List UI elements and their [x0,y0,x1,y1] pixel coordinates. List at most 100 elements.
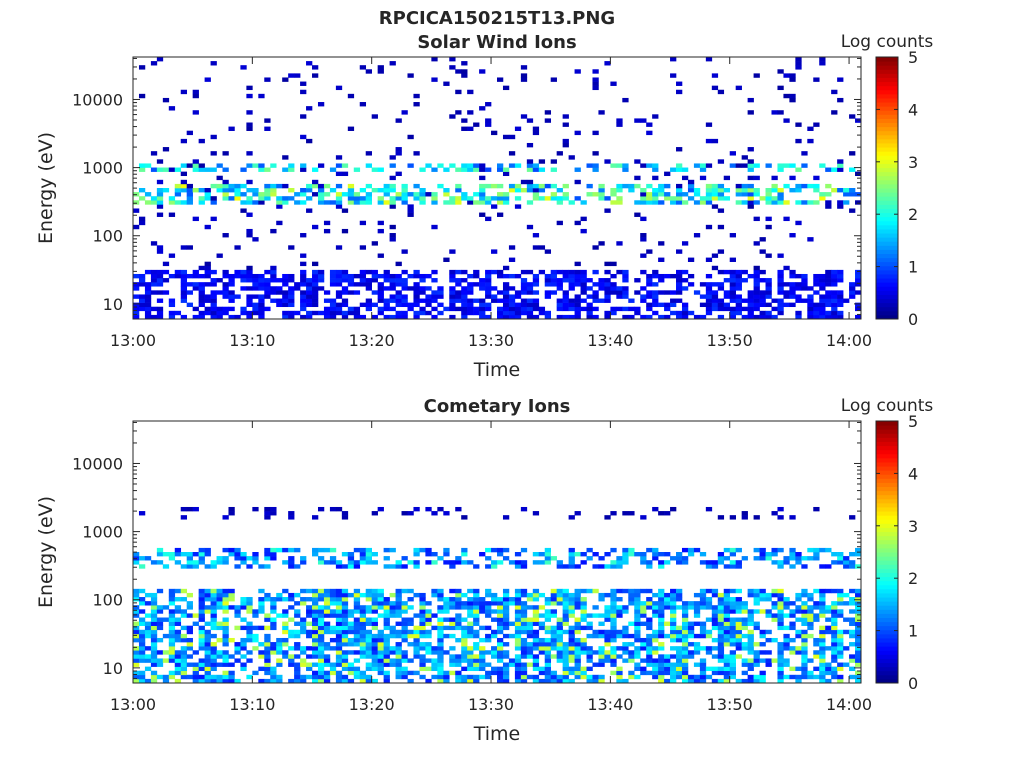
spectrogram-cell [353,637,361,643]
spectrogram-cell [341,278,349,283]
spectrogram-cell [389,183,396,189]
spectrogram-cell [765,613,772,618]
spectrogram-cell [783,265,790,271]
spectrogram-cell [210,134,217,140]
spectrogram-cell [634,601,641,606]
spectrogram-cell [377,629,384,635]
spectrogram-cell [383,564,390,569]
spectrogram-cell [783,302,790,308]
colorbar-segment [876,580,898,586]
spectrogram-cell [622,678,629,684]
spectrogram-cell [264,118,271,123]
spectrogram-cell [681,666,689,672]
spectrogram-cell [288,605,295,610]
spectrogram-cell [258,298,265,303]
spectrogram-cell [652,662,659,667]
spectrogram-cell [646,646,653,651]
spectrogram-cell [622,269,629,275]
spectrogram-cell [610,511,617,516]
spectrogram-cell [162,147,170,152]
spectrogram-cell [276,547,283,553]
spectrogram-cell [801,633,808,639]
spectrogram-cell [831,617,838,622]
spectrogram-cell [646,642,653,647]
spectrogram-cell [592,290,599,295]
spectrogram-cell [658,629,665,635]
spectrogram-cell [294,642,301,647]
spectrogram-cell [461,646,468,651]
spectrogram-cell [562,196,569,201]
spectrogram-cell [699,196,707,201]
spectrogram-cell [240,310,247,316]
spectrogram-cell [574,269,581,275]
spectrogram-cell [705,183,713,189]
spectrogram-cell [240,666,247,672]
spectrogram-cell [532,245,540,250]
spectrogram-cell [604,310,611,316]
y-tick-label: 10000 [72,454,123,473]
spectrogram-cell [455,200,462,205]
spectrogram-cell [455,662,462,667]
spectrogram-cell [353,650,361,655]
spectrogram-cell [282,167,289,172]
spectrogram-cell [813,77,820,82]
spectrogram-cell [562,662,569,667]
spectrogram-cell [604,617,611,622]
spectrogram-cell [574,298,581,303]
spectrogram-cell [347,126,355,131]
spectrogram-cell [413,560,420,565]
spectrogram-cell [849,617,856,622]
spectrogram-cell [526,302,534,308]
spectrogram-cell [455,167,462,172]
spectrogram-cell [138,633,146,639]
spectrogram-cell [562,278,569,283]
spectrogram-cell [371,290,378,295]
spectrogram-cell [699,294,707,299]
spectrogram-cell [789,282,796,287]
spectrogram-cell [467,658,474,663]
spectrogram-cell [198,286,205,291]
spectrogram-cell [353,282,361,287]
spectrogram-cell [353,617,361,622]
spectrogram-cell [580,216,587,222]
spectrogram-cell [544,556,552,561]
spectrogram-cell [455,601,462,606]
spectrogram-cell [687,179,695,185]
spectrogram-cell [807,617,814,622]
spectrogram-cell [306,196,313,201]
spectrogram-cell [735,609,742,614]
spectrogram-cell [389,609,396,614]
spectrogram-cell [294,592,301,598]
colorbar-segment [876,535,898,541]
spectrogram-cell [359,642,367,647]
spectrogram-cell [520,302,528,308]
spectrogram-cell [592,588,599,594]
spectrogram-cell [801,278,808,283]
spectrogram-cell [264,77,271,82]
spectrogram-cell [473,605,480,610]
spectrogram-cell [312,625,319,631]
spectrogram-cell [383,286,390,291]
spectrogram-cell [377,597,384,602]
spectrogram-cell [347,670,355,676]
spectrogram-cell [574,179,581,185]
spectrogram-cell [210,200,217,205]
spectrogram-cell [395,629,402,635]
spectrogram-cell [461,592,468,598]
spectrogram-cell [359,609,367,614]
spectrogram-cell [777,253,784,258]
spectrogram-cell [395,310,402,316]
spectrogram-cell [437,642,444,647]
spectrogram-cell [562,601,569,606]
spectrogram-cell [300,629,307,635]
spectrogram-cell [401,196,408,201]
spectrogram-cell [425,613,432,618]
spectrogram-cell [312,515,319,520]
spectrogram-cell [538,269,546,275]
spectrogram-cell [240,560,247,565]
spectrogram-cell [371,605,378,610]
spectrogram-cell [449,617,456,622]
spectrogram-cell [765,278,772,283]
spectrogram-cell [443,511,450,516]
spectrogram-cell [711,204,719,209]
